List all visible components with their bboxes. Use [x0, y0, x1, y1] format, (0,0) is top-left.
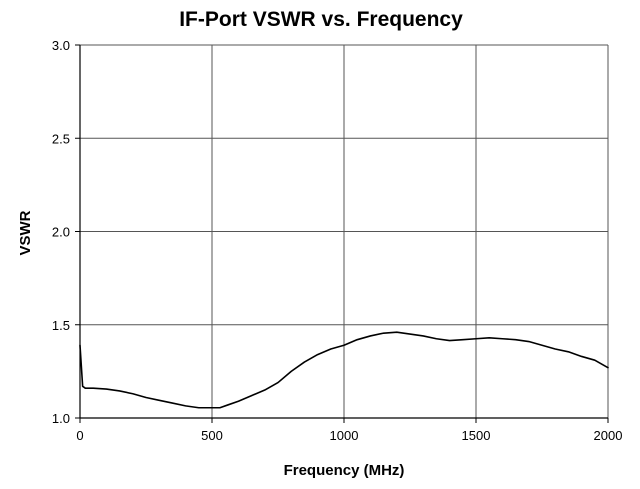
- y-tick-label: 2.0: [52, 225, 70, 240]
- y-tick-label: 3.0: [52, 38, 70, 53]
- series-layer: [79, 331, 609, 409]
- x-tick-label: 0: [76, 428, 83, 443]
- vswr-series-line: [79, 331, 609, 409]
- x-tick-label: 1500: [462, 428, 491, 443]
- x-tick-label: 2000: [594, 428, 623, 443]
- x-tick-label: 500: [201, 428, 223, 443]
- y-tick-label: 2.5: [52, 131, 70, 146]
- y-axis-label: VSWR: [17, 210, 34, 255]
- y-tick-label: 1.0: [52, 411, 70, 426]
- chart-title: IF-Port VSWR vs. Frequency: [179, 8, 463, 31]
- x-tick-label: 1000: [330, 428, 359, 443]
- x-axis-label: Frequency (MHz): [284, 462, 405, 479]
- ticks-layer: 0 500 1000 1500 2000 1.0 1.5 2.0 2.5 3.0: [52, 38, 623, 443]
- grid-layer: [80, 44, 609, 418]
- y-tick-label: 1.5: [52, 318, 70, 333]
